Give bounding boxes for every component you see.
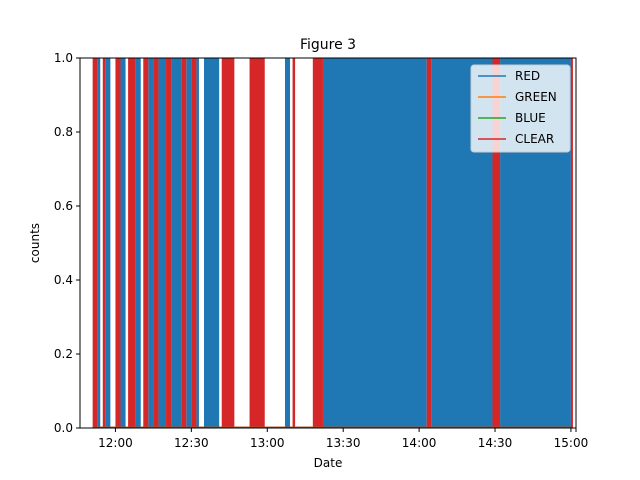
legend-label-red: RED bbox=[515, 69, 540, 83]
x-tick-label-5: 14:30 bbox=[478, 436, 513, 450]
chart-title: Figure 3 bbox=[300, 37, 356, 53]
series-bars bbox=[92, 58, 573, 428]
red-bar-11 bbox=[322, 58, 427, 428]
clear-bar-1 bbox=[102, 58, 106, 428]
clear-bar-5 bbox=[153, 58, 159, 428]
x-tick-label-4: 14:00 bbox=[402, 436, 437, 450]
x-axis-label: Date bbox=[314, 456, 343, 470]
x-tick-label-0: 12:00 bbox=[98, 436, 133, 450]
legend-label-blue: BLUE bbox=[515, 111, 546, 125]
plot-frame bbox=[79, 57, 577, 429]
legend: RED GREEN BLUE CLEAR bbox=[470, 64, 571, 153]
red-bar-5 bbox=[158, 58, 167, 428]
y-tick-label-0: 0.0 bbox=[54, 421, 73, 435]
red-bar-6 bbox=[171, 58, 182, 428]
red-bar-9 bbox=[204, 58, 220, 428]
clear-bar-6 bbox=[166, 58, 172, 428]
clear-bar-11 bbox=[292, 58, 296, 428]
legend-label-clear: CLEAR bbox=[515, 132, 554, 146]
y-tick-label-4: 0.8 bbox=[54, 125, 73, 139]
x-axis-ticks: 12:00 12:30 13:00 13:30 14:00 14:30 15:00 bbox=[98, 428, 588, 450]
red-bar-4 bbox=[148, 58, 154, 428]
clear-bar-2 bbox=[115, 58, 121, 428]
y-axis-label: counts bbox=[28, 223, 42, 263]
clear-bar-10 bbox=[249, 58, 265, 428]
clear-bar-15 bbox=[570, 58, 573, 428]
red-bar-3 bbox=[135, 58, 141, 428]
legend-box bbox=[470, 64, 571, 153]
x-tick-label-6: 15:00 bbox=[554, 436, 589, 450]
red-bar-1 bbox=[105, 58, 111, 428]
y-tick-label-5: 1.0 bbox=[54, 51, 73, 65]
clear-bar-0 bbox=[92, 58, 98, 428]
red-bar-7 bbox=[186, 58, 192, 428]
clear-bar-3 bbox=[128, 58, 136, 428]
clear-bar-14 bbox=[492, 58, 501, 428]
clear-bar-13 bbox=[426, 58, 432, 428]
clear-bar-8 bbox=[191, 58, 197, 428]
legend-label-green: GREEN bbox=[515, 90, 557, 104]
x-tick-label-1: 12:30 bbox=[174, 436, 209, 450]
y-tick-label-3: 0.6 bbox=[54, 199, 73, 213]
red-bar-2 bbox=[120, 58, 126, 428]
red-bar-10 bbox=[284, 58, 291, 428]
red-bar-0 bbox=[97, 58, 101, 428]
clear-bar-4 bbox=[143, 58, 149, 428]
clear-bar-9 bbox=[221, 58, 235, 428]
clear-bar-7 bbox=[181, 58, 187, 428]
y-axis-ticks: 0.0 0.2 0.4 0.6 0.8 1.0 bbox=[54, 51, 80, 435]
red-bar-8 bbox=[196, 58, 199, 428]
clear-bar-12 bbox=[312, 58, 323, 428]
y-tick-label-2: 0.4 bbox=[54, 273, 73, 287]
x-tick-label-2: 13:00 bbox=[250, 436, 285, 450]
y-tick-label-1: 0.2 bbox=[54, 347, 73, 361]
x-tick-label-3: 13:30 bbox=[326, 436, 361, 450]
